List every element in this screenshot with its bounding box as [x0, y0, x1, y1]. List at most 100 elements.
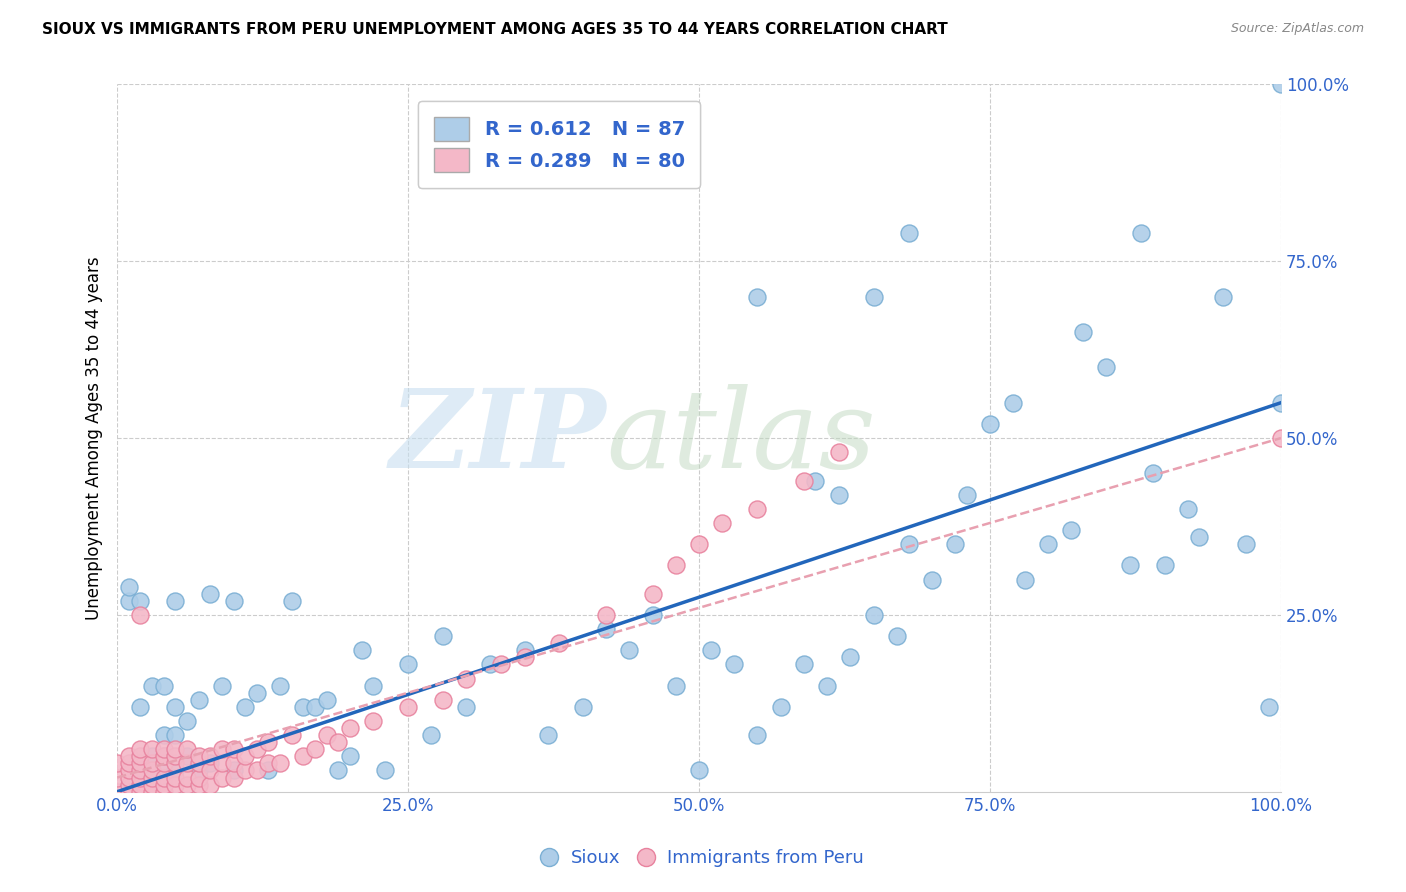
Point	[165, 778, 187, 792]
Point	[129, 785, 152, 799]
Point	[200, 764, 222, 778]
Point	[141, 749, 163, 764]
Point	[641, 607, 664, 622]
Point	[897, 537, 920, 551]
Point	[105, 785, 128, 799]
Point	[619, 643, 641, 657]
Point	[233, 749, 256, 764]
Point	[222, 756, 245, 771]
Point	[1038, 537, 1060, 551]
Point	[176, 778, 198, 792]
Point	[548, 636, 571, 650]
Point	[420, 728, 443, 742]
Point	[141, 764, 163, 778]
Point	[571, 699, 593, 714]
Point	[129, 756, 152, 771]
Point	[1270, 395, 1292, 409]
Point	[595, 622, 617, 636]
Point	[246, 764, 269, 778]
Point	[105, 771, 128, 785]
Point	[979, 417, 1001, 431]
Text: SIOUX VS IMMIGRANTS FROM PERU UNEMPLOYMENT AMONG AGES 35 TO 44 YEARS CORRELATION: SIOUX VS IMMIGRANTS FROM PERU UNEMPLOYME…	[42, 22, 948, 37]
Point	[1060, 523, 1083, 537]
Point	[956, 488, 979, 502]
Point	[641, 587, 664, 601]
Point	[152, 764, 174, 778]
Point	[339, 721, 361, 735]
Point	[141, 785, 163, 799]
Point	[396, 657, 419, 672]
Point	[118, 749, 141, 764]
Point	[118, 785, 141, 799]
Point	[176, 756, 198, 771]
Point	[1188, 530, 1211, 544]
Point	[374, 764, 396, 778]
Point	[886, 629, 908, 643]
Point	[665, 679, 688, 693]
Point	[187, 756, 209, 771]
Point	[141, 679, 163, 693]
Point	[118, 771, 141, 785]
Point	[1071, 325, 1094, 339]
Point	[118, 580, 141, 594]
Point	[165, 593, 187, 607]
Point	[315, 692, 337, 706]
Point	[361, 679, 384, 693]
Point	[513, 650, 536, 665]
Point	[793, 474, 815, 488]
Point	[141, 771, 163, 785]
Point	[211, 771, 233, 785]
Point	[1002, 395, 1025, 409]
Point	[246, 742, 269, 756]
Point	[281, 728, 304, 742]
Point	[187, 771, 209, 785]
Point	[943, 537, 966, 551]
Point	[304, 742, 326, 756]
Point	[118, 764, 141, 778]
Point	[257, 735, 280, 749]
Point	[129, 778, 152, 792]
Point	[152, 749, 174, 764]
Point	[187, 692, 209, 706]
Point	[537, 728, 560, 742]
Point	[769, 699, 792, 714]
Point	[257, 756, 280, 771]
Legend: R = 0.612   N = 87, R = 0.289   N = 80: R = 0.612 N = 87, R = 0.289 N = 80	[419, 101, 700, 187]
Point	[118, 756, 141, 771]
Point	[897, 226, 920, 240]
Point	[489, 657, 512, 672]
Point	[246, 686, 269, 700]
Point	[105, 756, 128, 771]
Point	[304, 699, 326, 714]
Point	[1153, 558, 1175, 573]
Point	[233, 699, 256, 714]
Point	[1014, 573, 1036, 587]
Point	[176, 742, 198, 756]
Point	[222, 771, 245, 785]
Text: ZIP: ZIP	[389, 384, 606, 491]
Point	[200, 749, 222, 764]
Point	[200, 778, 222, 792]
Point	[222, 742, 245, 756]
Point	[222, 764, 245, 778]
Point	[152, 785, 174, 799]
Point	[141, 764, 163, 778]
Point	[747, 728, 769, 742]
Point	[804, 474, 827, 488]
Point	[328, 764, 350, 778]
Point	[1258, 699, 1281, 714]
Point	[152, 742, 174, 756]
Point	[200, 587, 222, 601]
Point	[747, 290, 769, 304]
Point	[1142, 467, 1164, 481]
Point	[688, 764, 710, 778]
Text: Source: ZipAtlas.com: Source: ZipAtlas.com	[1230, 22, 1364, 36]
Point	[688, 537, 710, 551]
Point	[478, 657, 501, 672]
Point	[141, 756, 163, 771]
Point	[165, 728, 187, 742]
Point	[1234, 537, 1257, 551]
Point	[862, 607, 884, 622]
Point	[815, 679, 838, 693]
Point	[1212, 290, 1234, 304]
